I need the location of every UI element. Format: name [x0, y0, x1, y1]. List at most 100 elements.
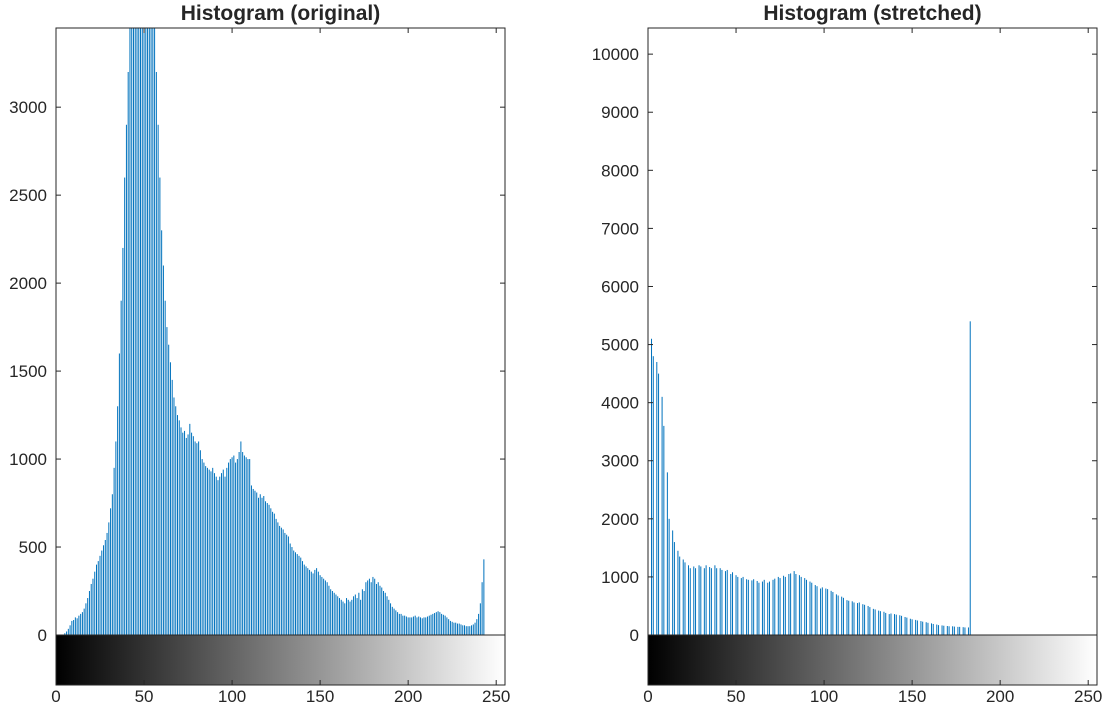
y-tick-label: 3000	[9, 98, 47, 117]
histogram-bar	[368, 578, 370, 635]
histogram-bar	[391, 606, 393, 635]
y-tick-label: 3000	[601, 452, 639, 471]
x-tick-label: 200	[986, 687, 1014, 705]
histogram-bar	[742, 576, 744, 635]
histogram-bar	[370, 582, 372, 635]
histogram-bar	[393, 608, 395, 635]
histogram-bar	[419, 617, 421, 635]
histogram-bar	[208, 469, 210, 635]
bars-original	[64, 28, 485, 636]
histogram-bar	[874, 609, 876, 635]
histogram-bar	[684, 562, 686, 635]
histogram-bar	[800, 576, 802, 635]
y-tick-label: 0	[630, 626, 639, 645]
histogram-bar	[927, 622, 929, 635]
histogram-bar	[652, 356, 654, 635]
histogram-bar	[233, 455, 235, 635]
histogram-bar	[835, 594, 837, 635]
histogram-bar	[143, 28, 145, 635]
histogram-bar	[428, 615, 430, 635]
histogram-bar	[196, 443, 198, 635]
histogram-bar	[922, 621, 924, 635]
histogram-bar	[455, 622, 457, 635]
histogram-bar	[256, 492, 258, 635]
histogram-bar	[730, 574, 732, 635]
histogram-bar	[113, 467, 115, 635]
histogram-bar	[162, 265, 164, 635]
histogram-bar	[878, 610, 880, 635]
histogram-bar	[404, 615, 406, 635]
histogram-bar	[272, 511, 274, 635]
plot-area	[56, 28, 505, 635]
chart-title: Histogram (original)	[181, 2, 381, 25]
histogram-bar	[279, 525, 281, 635]
histogram-bar	[434, 613, 436, 635]
histogram-bar	[703, 568, 705, 635]
histogram-bar	[772, 579, 774, 635]
histogram-bar	[175, 406, 177, 635]
x-tick-label: 100	[810, 687, 838, 705]
histogram-bar	[397, 612, 399, 635]
histogram-bar	[483, 559, 485, 635]
histogram-bar	[263, 496, 265, 635]
histogram-bar	[303, 564, 305, 635]
histogram-bar	[688, 565, 689, 635]
histogram-bar	[150, 28, 152, 635]
histogram-bar	[129, 28, 131, 635]
histogram-bar	[261, 497, 263, 635]
histogram-bar	[967, 627, 969, 635]
histogram-bar	[99, 555, 101, 635]
histogram-bar	[302, 561, 304, 635]
histogram-bar	[286, 534, 288, 635]
histogram-bar	[360, 599, 362, 635]
histogram-bar	[959, 626, 961, 635]
histogram-bar	[418, 616, 420, 635]
histogram-bar	[721, 569, 723, 635]
histogram-bar	[164, 300, 166, 635]
histogram-bar	[938, 625, 940, 635]
histogram-bar	[247, 459, 249, 635]
histogram-bar	[763, 579, 765, 635]
histogram-bar	[695, 568, 697, 635]
histogram-bar	[464, 625, 465, 635]
histogram-bar	[809, 581, 811, 635]
histogram-bar	[92, 578, 94, 635]
histogram-bar	[883, 611, 885, 635]
histogram-bar	[930, 623, 932, 635]
histogram-bar	[152, 28, 154, 635]
histogram-bar	[351, 599, 353, 635]
histogram-bar	[402, 615, 404, 635]
histogram-bar	[333, 592, 335, 635]
histogram-bar	[268, 504, 270, 635]
histogram-bar	[191, 432, 193, 635]
histogram-bar	[901, 615, 903, 635]
histogram-bar	[110, 508, 112, 635]
histogram-bar	[432, 613, 434, 635]
histogram-bar	[330, 589, 332, 635]
histogram-bar	[793, 571, 795, 635]
histogram-bar	[753, 579, 755, 635]
histogram-bar	[87, 598, 89, 635]
histogram-bar	[656, 362, 658, 635]
histogram-bar	[479, 603, 481, 635]
histogram-bar	[846, 600, 848, 635]
histogram-bar	[719, 568, 721, 635]
histogram-bar	[323, 578, 325, 635]
histogram-bar	[319, 575, 321, 635]
histogram-bar	[709, 567, 711, 635]
histogram-bar	[74, 617, 76, 635]
histogram-bar	[857, 603, 859, 635]
histogram-bar	[80, 613, 82, 635]
histogram-bar	[300, 557, 302, 635]
histogram-bar	[273, 513, 275, 635]
histogram-bar	[890, 613, 892, 635]
histogram-bar	[81, 612, 83, 635]
histogram-bar	[827, 589, 829, 635]
histogram-bar	[372, 576, 374, 635]
histogram-bar	[347, 599, 349, 635]
histogram-bar	[375, 583, 377, 635]
colorbar-frame	[55, 634, 506, 686]
histogram-bar	[307, 568, 309, 635]
histogram-bar	[118, 353, 120, 635]
histogram-bar	[957, 626, 959, 635]
